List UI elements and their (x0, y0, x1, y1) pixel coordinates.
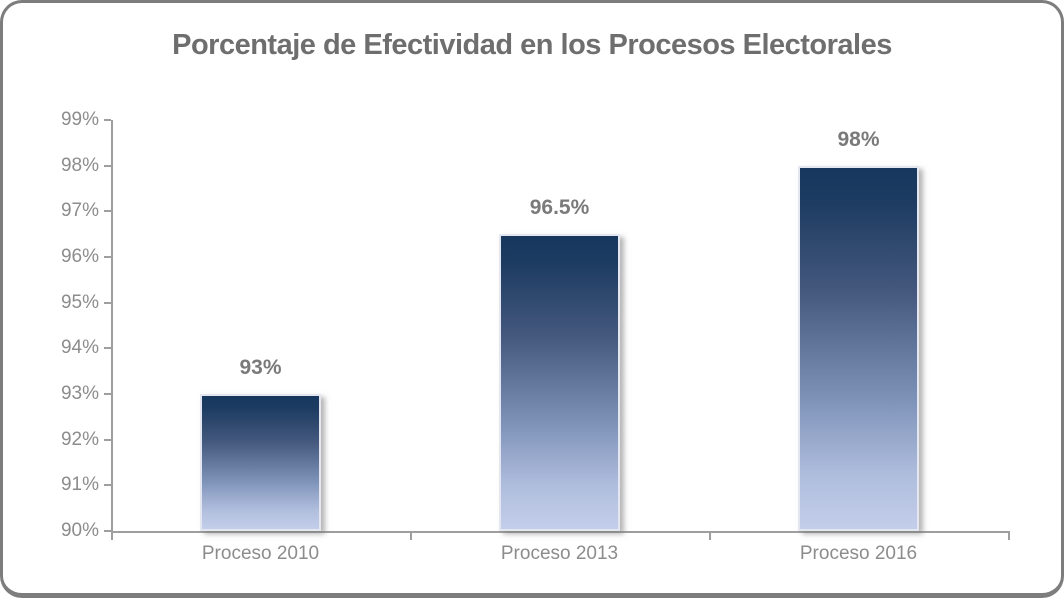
x-axis-tick (1008, 531, 1010, 540)
bar-proceso-2010 (200, 394, 321, 531)
y-axis-tick-label: 92% (60, 428, 99, 450)
bar-value-label: 96.5% (529, 196, 590, 220)
y-axis-tick (104, 164, 111, 167)
y-axis-tick (104, 301, 111, 304)
y-axis-tick-label: 99% (60, 109, 99, 130)
y-axis-tick (104, 484, 111, 487)
y-axis-tick-label: 95% (60, 291, 99, 313)
chart-title: Porcentaje de Efectividad en los Proceso… (172, 29, 892, 61)
y-axis-tick-label: 96% (60, 246, 99, 267)
bar-proceso-2013 (499, 234, 620, 531)
y-axis-tick (104, 256, 111, 258)
x-axis-tick (709, 531, 711, 540)
chart-area: 90% 91% 92% 93% 94% 95% 96% 97% 98% 99% 93% Proceso… (3, 3, 1061, 593)
bar-value-label: 98% (837, 127, 880, 151)
y-axis-tick (104, 347, 111, 350)
y-axis-tick-label: 93% (60, 383, 99, 404)
x-axis-line (111, 531, 1010, 533)
y-axis-tick (104, 438, 111, 441)
y-axis-tick-label: 94% (60, 337, 99, 359)
y-axis-tick (104, 210, 111, 213)
x-axis-tick (111, 531, 113, 540)
bar-proceso-2016 (798, 165, 919, 531)
x-axis-category-label: Proceso 2013 (500, 543, 619, 564)
y-axis-tick (104, 530, 111, 532)
y-axis-tick (104, 393, 111, 395)
x-axis-tick (410, 531, 412, 540)
y-axis-tick-label: 90% (60, 520, 99, 541)
y-axis-tick (104, 119, 111, 121)
x-axis-category-label: Proceso 2016 (799, 543, 918, 564)
bar-value-label: 93% (239, 356, 282, 379)
x-axis-category-label: Proceso 2010 (201, 543, 320, 564)
y-axis-tick-label: 98% (60, 154, 99, 176)
y-axis-tick-label: 91% (60, 474, 99, 496)
y-axis-line (111, 120, 113, 540)
y-axis-tick-label: 97% (60, 200, 99, 222)
